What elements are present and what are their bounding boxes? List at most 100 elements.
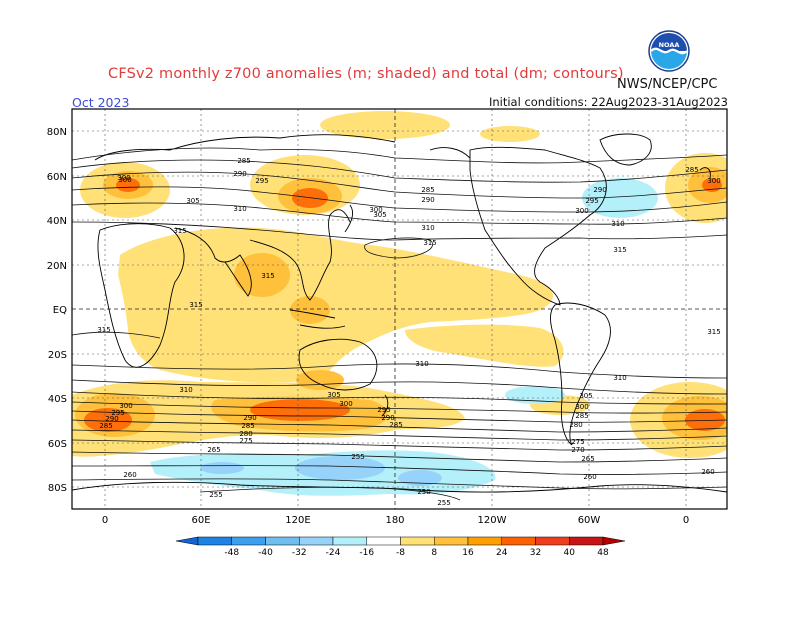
lat-label: 40S [48, 394, 67, 405]
lat-label: EQ [53, 305, 67, 316]
contour-label: 285 [241, 422, 254, 430]
contour-label: 290 [593, 186, 606, 194]
contour-label: 300 [119, 402, 132, 410]
contour-label: 280 [569, 421, 582, 429]
lat-label: 60S [48, 439, 67, 450]
contour-label: 250 [417, 488, 430, 496]
colorbar-tick-label: -16 [359, 548, 374, 558]
contour-label: 290 [421, 196, 434, 204]
contour-label: 255 [437, 499, 450, 507]
colorbar-tick-label: 8 [431, 548, 437, 558]
colorbar-tick-label: 16 [462, 548, 474, 558]
equator-and-dateline [72, 109, 727, 509]
contour-label: 315 [97, 326, 110, 334]
contour-label: 285 [99, 422, 112, 430]
colorbar-cell [400, 536, 435, 546]
contour-label: 315 [173, 227, 186, 235]
noaa-logo: NOAA [648, 30, 690, 72]
lon-label: 60E [191, 515, 210, 526]
contour-label: 275 [239, 437, 252, 445]
forecast-month: Oct 2023 [72, 95, 130, 110]
contour-label: 300 [369, 206, 382, 214]
contour-label: 315 [189, 301, 202, 309]
latitude-labels: 80N 60N 40N 20N EQ 20S 40S 60S 80S [47, 127, 67, 494]
contour-label: 280 [239, 430, 252, 438]
contour-label: 310 [421, 224, 434, 232]
contour-label: 295 [377, 406, 390, 414]
colorbar-tick-label: -40 [258, 548, 273, 558]
colorbar-cell [231, 536, 266, 546]
longitude-labels: 0 60E 120E 180 120W 60W 0 [102, 515, 689, 526]
contour-label: 305 [327, 391, 340, 399]
contour-label: 290 [105, 415, 118, 423]
lat-label: 80N [47, 127, 67, 138]
contour-label: 305 [373, 211, 386, 219]
lon-label: 0 [683, 515, 689, 526]
lat-label: 80S [48, 483, 67, 494]
svg-text:NOAA: NOAA [659, 41, 680, 49]
contour-label: 300 [707, 177, 720, 185]
contour-label: 290 [233, 170, 246, 178]
contour-label: 295 [111, 409, 124, 417]
height-contours [72, 147, 727, 501]
contour-label: 270 [571, 446, 584, 454]
chart-title: CFSv2 monthly z700 anomalies (m; shaded)… [108, 66, 624, 82]
colorbar-cell [299, 536, 334, 546]
contour-label: 255 [351, 453, 364, 461]
colorbar-cell [366, 536, 401, 546]
map-frame [71, 108, 728, 510]
contour-label: 265 [207, 446, 220, 454]
coastlines [72, 133, 727, 493]
contour-label: 285 [575, 412, 588, 420]
contour-label: 290 [243, 414, 256, 422]
contour-label: 305 [186, 197, 199, 205]
lat-label: 20N [47, 261, 67, 272]
colorbar-cell [265, 536, 300, 546]
colorbar-tick-label: 32 [530, 548, 541, 558]
lon-label: 60W [578, 515, 601, 526]
agency-label: NWS/NCEP/CPC [617, 77, 718, 92]
contour-label: 300 [575, 403, 588, 411]
contour-label: 265 [581, 455, 594, 463]
lon-label: 120W [478, 515, 507, 526]
contour-label: 300 [575, 207, 588, 215]
colorbar-cell [501, 536, 536, 546]
colorbar-cell [197, 536, 232, 546]
contour-label: 275 [571, 438, 584, 446]
contour-label: 285 [389, 421, 402, 429]
contour-label: 260 [583, 473, 596, 481]
lat-label: 40N [47, 216, 67, 227]
contour-label: 305 [579, 392, 592, 400]
contour-label: 260 [701, 468, 714, 476]
lat-label: 20S [48, 350, 67, 361]
initial-conditions: Initial conditions: 22Aug2023-31Aug2023 [488, 95, 728, 109]
colorbar-arrow-right [602, 536, 626, 546]
contour-label: 255 [209, 491, 222, 499]
contour-label: 295 [255, 177, 268, 185]
contour-label: 310 [613, 374, 626, 382]
colorbar-cell [569, 536, 604, 546]
contour-label: 260 [123, 471, 136, 479]
contour-label: 295 [585, 197, 598, 205]
colorbar-cell [332, 536, 367, 546]
contour-label-group: 285 290 295 300 305 310 315 315 315 315 … [97, 157, 720, 507]
contour-label: 315 [613, 246, 626, 254]
contour-label: 285 [421, 186, 434, 194]
colorbar-tick-label: -48 [224, 548, 239, 558]
contour-label: 315 [707, 328, 720, 336]
contour-label: 310 [611, 220, 624, 228]
colorbar-tick-label: 40 [564, 548, 576, 558]
contour-label: 300 [118, 176, 131, 184]
colorbar-tick-label: -32 [292, 548, 307, 558]
lon-label: 180 [385, 515, 404, 526]
contour-label: 285 [685, 166, 698, 174]
lon-label: 120E [285, 515, 310, 526]
colorbar-arrow-left [175, 536, 199, 546]
colorbar-cell [535, 536, 570, 546]
colorbar-tick-label: 24 [496, 548, 508, 558]
colorbar-tick-label: 48 [597, 548, 609, 558]
contour-label: 310 [233, 205, 246, 213]
contour-label: 290 [381, 414, 394, 422]
